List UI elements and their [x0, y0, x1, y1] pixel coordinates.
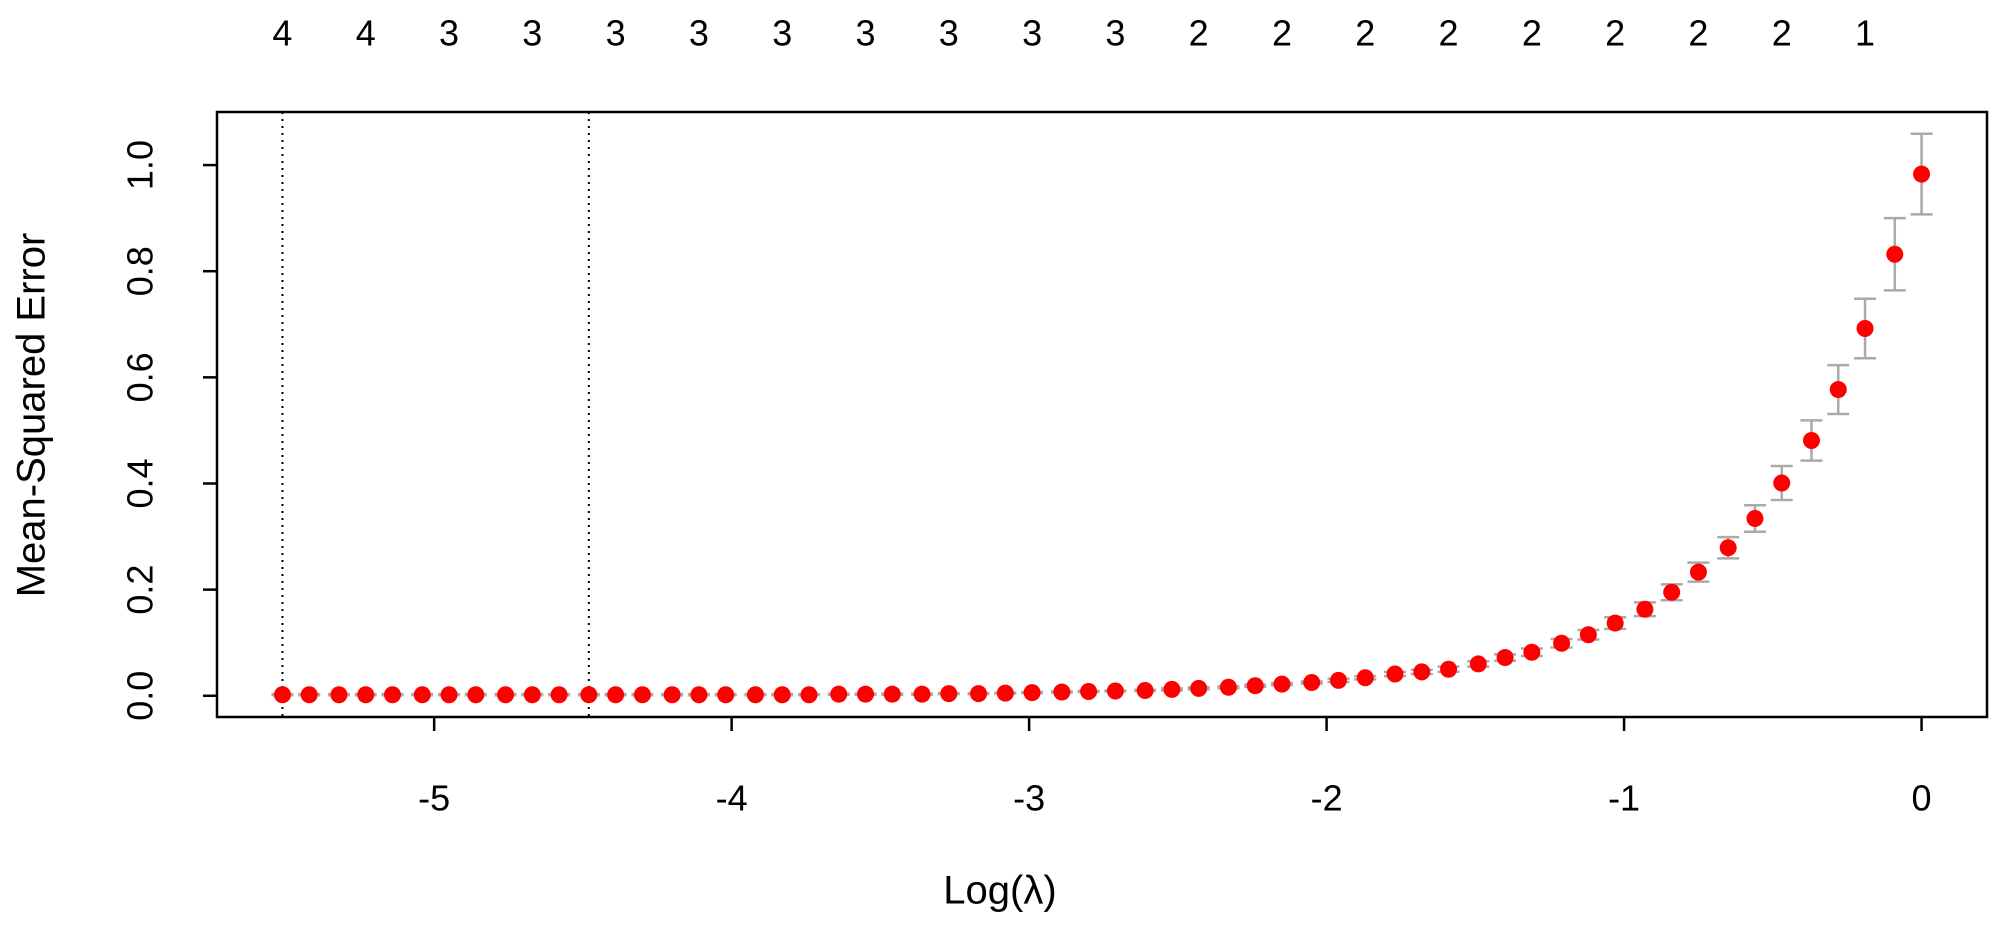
- point: [330, 686, 348, 704]
- top-count-label: 2: [1272, 13, 1292, 54]
- top-count-label: 2: [1522, 13, 1542, 54]
- x-tick-label: -5: [418, 778, 450, 819]
- y-tick-label: 0.8: [120, 246, 161, 296]
- point: [633, 686, 651, 704]
- point: [1496, 649, 1514, 667]
- y-tick-label: 0.0: [120, 671, 161, 721]
- point: [1606, 614, 1624, 632]
- point: [1579, 626, 1597, 644]
- top-count-label: 3: [772, 13, 792, 54]
- point: [607, 686, 625, 704]
- point: [440, 686, 458, 704]
- point: [1856, 320, 1874, 338]
- point: [300, 686, 318, 704]
- top-count-label: 2: [1772, 13, 1792, 54]
- point: [1773, 474, 1791, 492]
- point: [857, 685, 875, 703]
- point: [970, 685, 988, 703]
- top-count-label: 2: [1355, 13, 1375, 54]
- point: [830, 685, 848, 703]
- point: [1886, 245, 1904, 263]
- point: [467, 686, 485, 704]
- point: [663, 686, 681, 704]
- point: [1303, 674, 1321, 692]
- point: [1413, 663, 1431, 681]
- point: [1106, 682, 1124, 700]
- point: [1440, 660, 1458, 678]
- point: [1746, 510, 1764, 528]
- point: [1273, 675, 1291, 693]
- point: [413, 686, 431, 704]
- top-count-label: 3: [439, 13, 459, 54]
- point: [497, 686, 515, 704]
- point: [1080, 683, 1098, 701]
- point: [913, 685, 931, 703]
- point: [1136, 681, 1154, 699]
- point: [717, 686, 735, 704]
- top-count-label: 3: [1105, 13, 1125, 54]
- top-count-label: 2: [1605, 13, 1625, 54]
- point: [1719, 539, 1737, 557]
- x-tick-label: -3: [1013, 778, 1045, 819]
- point: [580, 686, 598, 704]
- y-tick-label: 1.0: [120, 140, 161, 190]
- x-axis-title: Log(λ): [943, 869, 1056, 913]
- point: [1023, 684, 1041, 702]
- top-count-label: 1: [1855, 13, 1875, 54]
- point: [550, 686, 568, 704]
- top-count-label: 2: [1688, 13, 1708, 54]
- y-tick-label: 0.4: [120, 458, 161, 508]
- point: [773, 686, 791, 704]
- top-count-label: 3: [689, 13, 709, 54]
- y-axis-title: Mean-Squared Error: [10, 233, 54, 598]
- point: [940, 685, 958, 703]
- top-count-label: 3: [855, 13, 875, 54]
- point: [996, 684, 1014, 702]
- top-count-label: 3: [939, 13, 959, 54]
- point: [1802, 432, 1820, 450]
- point: [1053, 683, 1071, 701]
- point: [883, 685, 901, 703]
- x-tick-label: -2: [1311, 778, 1343, 819]
- top-count-label: 4: [272, 13, 292, 54]
- point: [357, 686, 375, 704]
- point: [1219, 678, 1237, 696]
- point: [1663, 583, 1681, 601]
- point: [800, 686, 818, 704]
- plot-frame: [215, 110, 1989, 719]
- point: [1246, 677, 1264, 695]
- point: [1636, 600, 1654, 618]
- point: [1523, 643, 1541, 661]
- x-tick-label: -1: [1608, 778, 1640, 819]
- top-count-label: 4: [356, 13, 376, 54]
- point: [690, 686, 708, 704]
- top-count-label: 2: [1189, 13, 1209, 54]
- point: [746, 686, 764, 704]
- point: [1913, 165, 1931, 183]
- point: [1469, 655, 1487, 673]
- point: [1386, 665, 1404, 683]
- point: [384, 686, 402, 704]
- x-tick-label: -4: [716, 778, 748, 819]
- y-tick-label: 0.6: [120, 352, 161, 402]
- point: [1356, 669, 1374, 687]
- top-count-label: 3: [606, 13, 626, 54]
- top-count-label: 2: [1439, 13, 1459, 54]
- point: [1190, 679, 1208, 697]
- y-tick-label: 0.2: [120, 565, 161, 615]
- x-tick-label: 0: [1912, 778, 1932, 819]
- point: [273, 686, 291, 704]
- point: [1553, 634, 1571, 652]
- point: [1689, 563, 1707, 581]
- top-count-label: 3: [1022, 13, 1042, 54]
- point: [523, 686, 541, 704]
- point: [1329, 671, 1347, 689]
- point: [1829, 381, 1847, 399]
- point: [1163, 680, 1181, 698]
- top-count-label: 3: [522, 13, 542, 54]
